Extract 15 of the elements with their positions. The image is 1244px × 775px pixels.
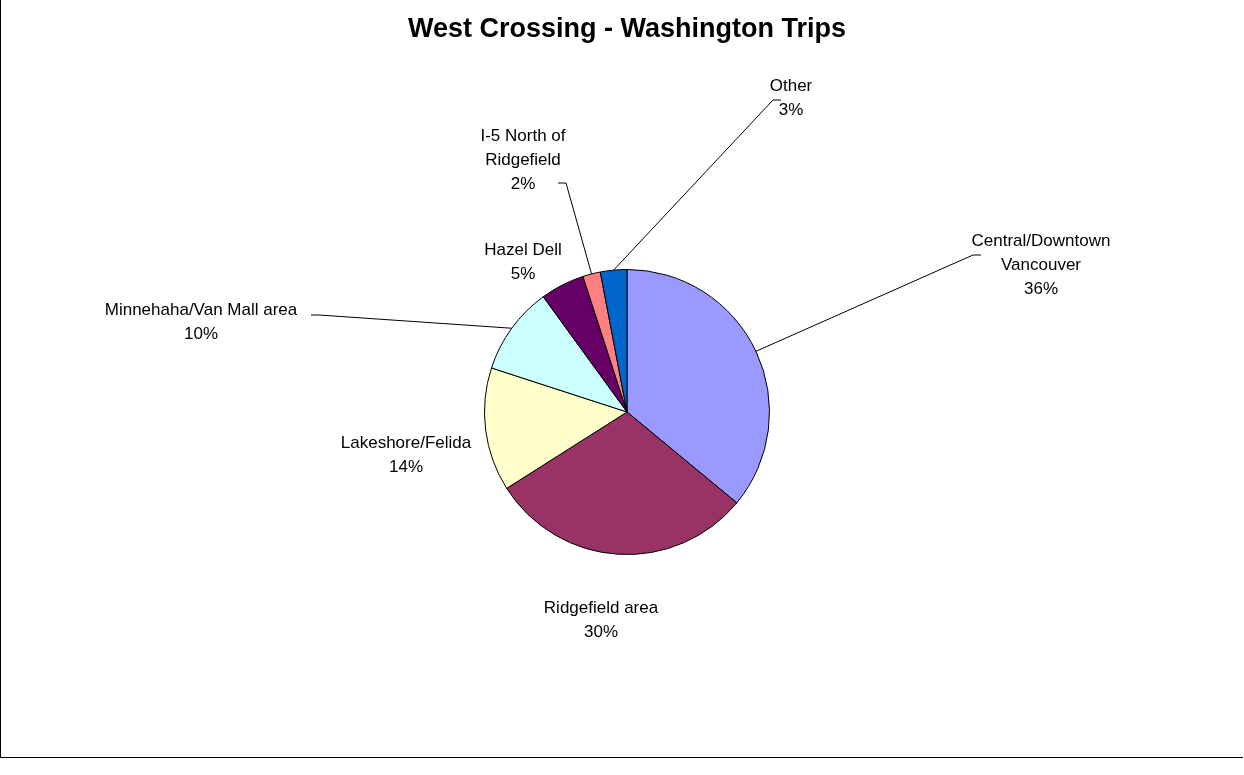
slice-label: Hazel Dell [484,239,562,259]
slice-label: Other [769,75,813,95]
data-label: 36% [1023,278,1059,298]
data-label: 14% [388,456,424,476]
slice-label: Lakeshore/Felida [340,432,472,452]
chart-title: West Crossing - Washington Trips [407,13,847,44]
data-label: 10% [183,323,219,343]
slice-label: Ridgefield area [543,597,659,617]
data-label: 30% [583,621,619,641]
data-label: 2% [510,173,536,193]
slice-label: I-5 North of Ridgefield [480,125,566,169]
slice-label: Minnehaha/Van Mall area [104,299,298,319]
slice-label: Central/Downtown Vancouver [971,230,1111,274]
data-label: 5% [510,263,536,283]
data-label: 3% [778,99,804,119]
